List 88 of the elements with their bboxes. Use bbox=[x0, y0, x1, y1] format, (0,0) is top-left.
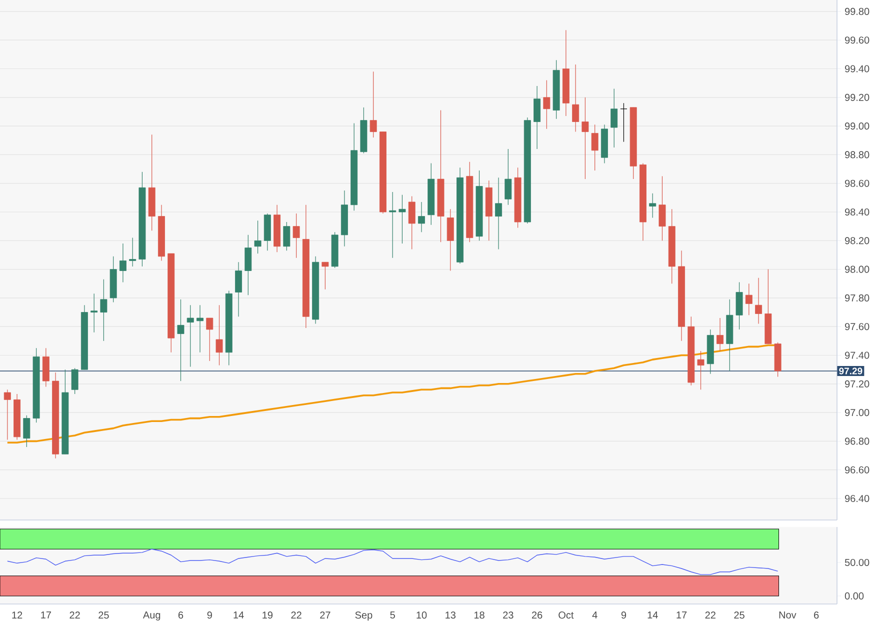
y-tick-label: 97.60 bbox=[845, 323, 870, 330]
x-tick-label: Nov bbox=[779, 612, 796, 619]
x-tick-label: 22 bbox=[705, 612, 716, 619]
x-tick-label: 14 bbox=[648, 612, 658, 618]
x-tick-label: 9 bbox=[621, 612, 626, 619]
y-tick-label: 99.60 bbox=[845, 36, 870, 44]
x-tick-label: Sep bbox=[355, 612, 372, 621]
candlestick bbox=[591, 124, 598, 171]
candlestick bbox=[408, 196, 416, 250]
y-tick-label: 98.80 bbox=[845, 151, 870, 158]
candlestick bbox=[244, 234, 252, 296]
y-tick-label: 97.20 bbox=[845, 380, 870, 388]
x-tick-label: 5 bbox=[390, 612, 395, 619]
x-tick-label: 12 bbox=[12, 612, 22, 619]
candlestick bbox=[745, 283, 752, 316]
candlestick bbox=[755, 278, 762, 324]
y-tick-label: 99.40 bbox=[845, 65, 870, 72]
candlestick bbox=[292, 213, 300, 258]
x-tick-label: Aug bbox=[142, 612, 160, 620]
candlestick bbox=[582, 97, 589, 180]
x-tick-label: 4 bbox=[592, 612, 598, 618]
candlestick bbox=[620, 102, 628, 142]
x-tick-label: 27 bbox=[320, 612, 330, 619]
candlestick bbox=[697, 350, 704, 390]
candlestick bbox=[254, 220, 262, 254]
candlestick bbox=[119, 243, 126, 282]
candlestick bbox=[235, 262, 242, 317]
y-tick-label: 99.20 bbox=[845, 94, 870, 101]
candlestick bbox=[736, 282, 743, 330]
candlestick bbox=[129, 237, 136, 267]
x-tick-label: 26 bbox=[532, 612, 542, 619]
x-tick-label: 9 bbox=[207, 612, 212, 619]
ref-line-label: 97.29 bbox=[839, 368, 862, 374]
candlestick bbox=[196, 304, 204, 353]
x-tick-label: 6 bbox=[178, 612, 184, 619]
candlestick bbox=[504, 148, 512, 206]
x-tick-label: Oct bbox=[558, 612, 574, 619]
candlestick bbox=[186, 304, 194, 368]
candlestick bbox=[716, 318, 724, 352]
candlestick bbox=[418, 202, 425, 232]
candlestick bbox=[398, 194, 406, 244]
x-tick-label: 22 bbox=[291, 612, 302, 619]
y-tick-label: 96.80 bbox=[845, 438, 870, 445]
y-tick-label: 97.80 bbox=[845, 294, 870, 302]
candlestick bbox=[90, 293, 98, 333]
candlestick bbox=[23, 415, 30, 448]
x-tick-label: 17 bbox=[41, 612, 51, 618]
candlestick bbox=[572, 64, 580, 132]
x-tick-label: 25 bbox=[98, 612, 109, 619]
x-tick-label: 6 bbox=[814, 612, 819, 619]
y-tick-label: 99.00 bbox=[845, 122, 870, 130]
candlestick bbox=[100, 279, 108, 342]
y-tick-label: 99.80 bbox=[845, 8, 870, 15]
candlestick bbox=[534, 86, 541, 150]
x-tick-label: 22 bbox=[70, 612, 80, 619]
candlestick bbox=[649, 193, 656, 218]
candlestick bbox=[71, 368, 78, 394]
candlestick bbox=[495, 177, 502, 250]
y-tick-label: 98.20 bbox=[845, 237, 870, 244]
y-tick-label: 97.00 bbox=[845, 409, 870, 416]
candlestick bbox=[216, 304, 223, 366]
x-tick-label: 14 bbox=[234, 612, 244, 618]
candlestick bbox=[322, 262, 329, 290]
candlestick bbox=[658, 176, 666, 241]
x-tick-label: 25 bbox=[734, 612, 744, 619]
y-tick-label: 98.40 bbox=[845, 208, 870, 216]
candlestick bbox=[206, 318, 214, 362]
candlestick bbox=[610, 88, 618, 148]
y-tick-label: 97.40 bbox=[845, 352, 870, 359]
y-tick-label: 0.00 bbox=[844, 592, 864, 600]
x-tick-label: 10 bbox=[416, 612, 427, 619]
x-tick-label: 19 bbox=[262, 612, 273, 619]
candlestick bbox=[4, 389, 11, 440]
candlestick bbox=[177, 299, 184, 382]
y-tick-label: 50.00 bbox=[844, 558, 870, 566]
candlestick bbox=[283, 222, 290, 251]
candlestick bbox=[446, 208, 454, 272]
y-tick-label: 98.60 bbox=[845, 180, 870, 187]
candlestick bbox=[370, 71, 377, 138]
candlestick bbox=[543, 80, 550, 130]
y-tick-label: 96.40 bbox=[845, 494, 870, 502]
x-tick-label: 18 bbox=[474, 612, 484, 619]
y-tick-label: 96.60 bbox=[845, 466, 870, 474]
x-tick-label: 17 bbox=[676, 612, 687, 618]
y-tick-label: 98.00 bbox=[845, 266, 870, 273]
x-tick-label: 23 bbox=[503, 612, 514, 619]
x-tick-label: 13 bbox=[446, 612, 456, 619]
candlestick bbox=[389, 192, 396, 258]
